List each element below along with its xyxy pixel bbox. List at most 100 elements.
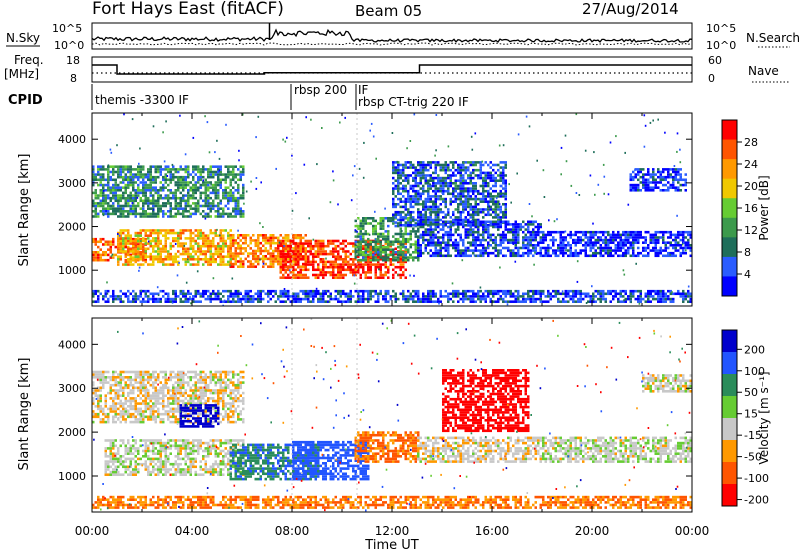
heatmap-cell	[572, 251, 575, 255]
heatmap-cell	[142, 300, 145, 303]
heatmap-cell	[349, 289, 352, 293]
heatmap-cell	[669, 241, 672, 244]
heatmap-cell	[142, 199, 145, 203]
heatmap-cell	[257, 257, 260, 261]
heatmap-cell	[214, 247, 217, 251]
heatmap-cell	[577, 292, 580, 296]
heatmap-cell	[179, 186, 182, 189]
heatmap-cell	[254, 260, 257, 263]
heatmap-cell	[197, 247, 200, 251]
heatmap-cell	[292, 260, 295, 263]
heatmap-cell	[407, 219, 410, 223]
heatmap-cell	[447, 246, 450, 250]
heatmap-cell	[534, 244, 537, 247]
heatmap-cell	[337, 276, 340, 279]
heatmap-cell	[297, 255, 300, 258]
heatmap-cell	[229, 242, 232, 245]
heatmap-cell	[447, 189, 450, 193]
heatmap-cell	[387, 248, 390, 251]
heatmap-cell	[467, 241, 470, 244]
heatmap-cell	[427, 297, 430, 301]
heatmap-cell	[109, 243, 112, 246]
heatmap-cell	[327, 242, 330, 245]
heatmap-cell	[139, 300, 142, 303]
heatmap-cell	[262, 244, 265, 248]
heatmap-cell	[534, 220, 537, 224]
heatmap-cell	[419, 182, 422, 185]
heatmap-cell	[337, 265, 340, 269]
heatmap-cell	[159, 168, 162, 171]
heatmap-cell	[174, 168, 177, 171]
heatmap-cell	[682, 246, 685, 250]
heatmap-cell	[652, 238, 655, 242]
heatmap-cell	[194, 186, 197, 189]
heatmap-cell	[467, 203, 470, 206]
heatmap-cell	[114, 297, 117, 301]
heatmap-cell	[202, 215, 205, 218]
heatmap-cell	[397, 184, 400, 188]
heatmap-cell	[287, 252, 290, 256]
heatmap-cell	[177, 231, 180, 235]
heatmap-cell	[407, 256, 410, 259]
heatmap-cell	[124, 242, 127, 245]
heatmap-cell	[92, 204, 95, 208]
heatmap-cell	[244, 247, 247, 250]
heatmap-cell	[422, 203, 425, 206]
heatmap-cell	[612, 238, 615, 242]
heatmap-cell	[502, 300, 505, 303]
heatmap-cell	[329, 263, 332, 266]
heatmap-cell	[444, 189, 447, 193]
heatmap-cell	[227, 255, 230, 258]
heatmap-cell	[147, 300, 150, 303]
heatmap-cell	[219, 165, 222, 168]
heatmap-cell	[119, 175, 122, 179]
heatmap-cell	[152, 215, 155, 218]
heatmap-cell	[589, 244, 592, 247]
heatmap-cell	[487, 200, 490, 203]
heatmap-cell	[602, 230, 605, 234]
heatmap-cell	[124, 215, 127, 218]
heatmap-cell	[197, 204, 200, 208]
heatmap-cell	[504, 216, 507, 219]
heatmap-cell	[429, 218, 432, 222]
heatmap-cell	[237, 199, 240, 203]
heatmap-cell	[684, 244, 687, 247]
heatmap-cell	[359, 243, 362, 246]
heatmap-cell	[204, 237, 207, 240]
heatmap-cell	[162, 289, 165, 293]
heatmap-cell	[437, 249, 440, 252]
heatmap-cell	[417, 200, 420, 203]
heatmap-cell	[204, 292, 207, 296]
heatmap-cell	[282, 268, 285, 272]
heatmap-cell	[142, 165, 145, 168]
heatmap-cell	[512, 230, 515, 234]
heatmap-cell	[334, 239, 337, 243]
heatmap-cell	[217, 212, 220, 216]
heatmap-cell	[497, 208, 500, 211]
heatmap-cell	[399, 176, 402, 180]
heatmap-cell	[117, 215, 120, 218]
heatmap-cell	[467, 210, 470, 214]
heatmap-cell	[424, 166, 427, 169]
heatmap-cell	[672, 175, 675, 179]
heatmap-cell	[264, 292, 267, 296]
heatmap-cell	[272, 239, 275, 242]
heatmap-cell	[609, 249, 612, 252]
heatmap-cell	[122, 239, 125, 243]
heatmap-cell	[214, 260, 217, 264]
heatmap-cell	[374, 271, 377, 274]
heatmap-cell	[194, 191, 197, 195]
heatmap-cell	[559, 251, 562, 255]
heatmap-cell	[314, 255, 317, 258]
heatmap-cell	[334, 289, 337, 293]
heatmap-cell	[117, 210, 120, 213]
heatmap-cell	[647, 168, 650, 171]
heatmap-cell	[494, 292, 497, 296]
heatmap-cell	[229, 300, 232, 303]
heatmap-cell	[287, 273, 290, 277]
heatmap-cell	[429, 233, 432, 237]
heatmap-cell	[392, 251, 395, 254]
heatmap-cell	[282, 260, 285, 263]
heatmap-cell	[272, 262, 275, 266]
heatmap-cell	[164, 175, 167, 179]
